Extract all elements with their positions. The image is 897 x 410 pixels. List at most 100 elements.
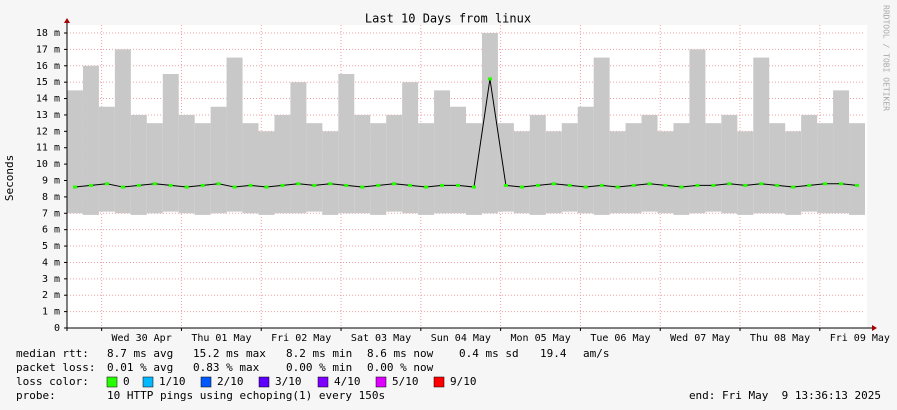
- median-dot: [487, 77, 492, 81]
- legend-swatch: [200, 376, 212, 388]
- median-dot: [503, 183, 508, 187]
- median-dot: [615, 185, 620, 189]
- median-dot: [535, 183, 540, 187]
- median-dot: [823, 182, 828, 186]
- median-dot: [551, 182, 556, 186]
- smoke-band: [162, 73, 179, 212]
- foreground: 0 1 m 2 m 3 m 4 m 5 m 6 m 7 m 8 m 9 m 10 m 11 m 12 m…: [16, 18, 890, 402]
- y-tick-label: 10 m: [36, 159, 60, 170]
- legend-text: 19.4: [540, 347, 567, 360]
- smoke-band: [402, 82, 419, 214]
- legend-swatch: [433, 376, 445, 388]
- median-dot: [424, 185, 429, 189]
- chart-title: Last 10 Days from linux: [365, 12, 531, 26]
- median-dot: [695, 183, 700, 187]
- y-tick-label: 4 m: [42, 257, 60, 268]
- legend-text: 1/10: [159, 375, 186, 388]
- y-tick-label: 1 m: [42, 307, 60, 318]
- smoke-band: [226, 57, 243, 212]
- smoke-band: [450, 106, 466, 214]
- median-dot: [743, 183, 748, 187]
- median-dot: [471, 185, 476, 189]
- smoke-band: [513, 131, 530, 214]
- legend-text: 0.00 % now: [367, 361, 434, 374]
- y-tick-label: 0: [54, 323, 60, 334]
- smoke-band: [386, 114, 403, 212]
- smoke-band: [354, 114, 371, 214]
- smoke-band: [242, 123, 259, 214]
- smoke-band: [98, 106, 115, 212]
- smoke-band: [609, 131, 626, 214]
- smoke-band: [370, 123, 387, 215]
- legend-text: 0.01 % avg: [107, 361, 173, 374]
- y-axis-label: Seconds: [3, 155, 16, 201]
- median-dot: [328, 182, 333, 186]
- median-dot: [280, 183, 285, 187]
- legend-text: probe:: [16, 389, 56, 402]
- median-dot: [200, 183, 205, 187]
- smoke-band: [817, 123, 834, 214]
- legend-text: 8.2 ms min: [286, 347, 352, 360]
- x-tick-label: Wed 07 May: [670, 333, 730, 344]
- y-tick-label: 2 m: [42, 290, 60, 301]
- smoke-band: [849, 123, 865, 215]
- legend-text: 0.4 ms sd: [459, 347, 519, 360]
- smoke-band: [338, 73, 355, 214]
- smoke-band: [210, 106, 227, 214]
- x-tick-label: Tue 06 May: [590, 333, 650, 344]
- legend-text: 10 HTTP pings using echoping(1) every 15…: [107, 389, 385, 402]
- median-dot: [376, 183, 381, 187]
- median-dot: [583, 185, 588, 189]
- x-arrow: [872, 325, 877, 331]
- smoke-band: [625, 123, 642, 214]
- y-tick-label: 14 m: [36, 94, 60, 105]
- smoke-band: [721, 114, 738, 214]
- smoke-band: [194, 123, 211, 215]
- y-tick-label: 7 m: [42, 208, 60, 219]
- smoke-band: [657, 131, 674, 214]
- legend-text: 8.7 ms avg: [107, 347, 173, 360]
- x-tick-label: Wed 30 Apr: [112, 333, 172, 344]
- y-tick-label: 3 m: [42, 274, 60, 285]
- median-dot: [232, 185, 237, 189]
- median-dot: [312, 183, 317, 187]
- median-dot: [88, 183, 93, 187]
- median-dot: [855, 183, 860, 187]
- median-dot: [663, 183, 668, 187]
- smoke-band: [737, 131, 754, 215]
- x-tick-label: Sun 04 May: [431, 333, 491, 344]
- x-tick-label: Sat 03 May: [351, 333, 411, 344]
- smoke-band: [545, 131, 562, 214]
- median-dot: [216, 182, 221, 186]
- smoke-band: [641, 114, 658, 212]
- median-dot: [104, 182, 109, 186]
- median-dot: [168, 183, 173, 187]
- legend-text: 0.83 % max: [193, 361, 260, 374]
- legend-text: 8.6 ms now: [367, 347, 434, 360]
- y-tick-label: 9 m: [42, 176, 60, 187]
- smoke-band: [497, 123, 514, 212]
- median-dot: [647, 182, 652, 186]
- smoke-band: [689, 49, 706, 214]
- median-dot: [711, 183, 716, 187]
- smoke-band: [146, 123, 163, 214]
- legend-text: median rtt:: [16, 347, 89, 360]
- median-dot: [679, 185, 684, 189]
- smoke-band: [418, 123, 435, 215]
- smoke-band: [833, 90, 850, 214]
- legend-text: 3/10: [275, 375, 302, 388]
- median-dot: [456, 183, 461, 187]
- smoke-band: [705, 123, 722, 212]
- side-label: RRDTOOL / TOBI OETIKER: [882, 5, 891, 111]
- legend-swatch: [317, 376, 329, 388]
- smoke-band: [130, 114, 147, 215]
- smoke-band: [306, 123, 323, 212]
- legend-text: am/s: [583, 347, 610, 360]
- median-line: [74, 78, 858, 188]
- smoke-band: [673, 123, 690, 215]
- median-dot: [567, 183, 572, 187]
- smoke-band: [178, 114, 195, 214]
- median-dot: [392, 182, 397, 186]
